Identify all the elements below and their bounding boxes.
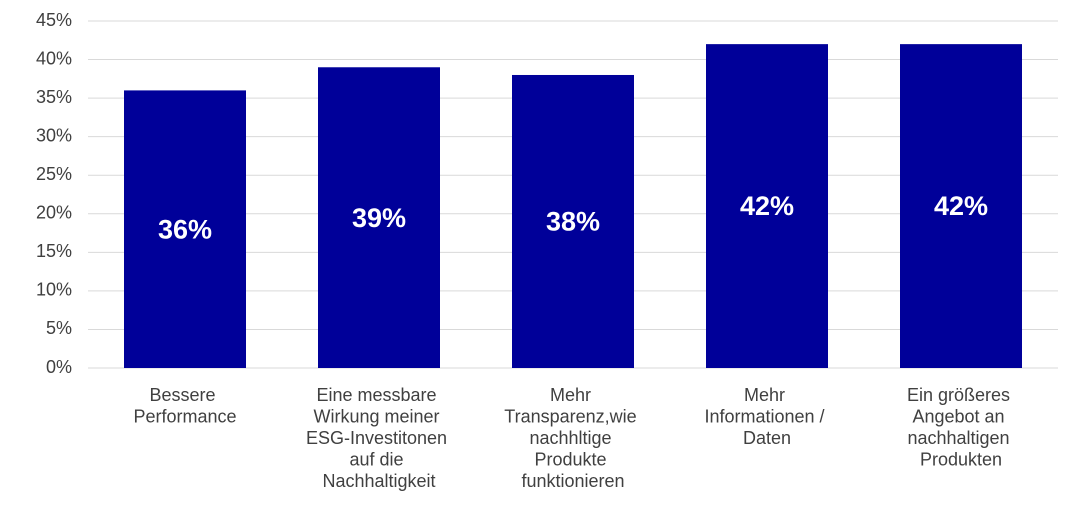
x-tick-label: Ein größeres Angebot an nachhaltigen Pro… xyxy=(907,385,1015,470)
value-label: 38% xyxy=(546,207,600,237)
bar xyxy=(706,44,828,369)
bar xyxy=(318,67,440,369)
y-tick-label: 5% xyxy=(46,318,72,338)
x-tick-label: Bessere Performance xyxy=(133,385,236,427)
x-tick-label: Eine messbare Wirkung meiner ESG-Investi… xyxy=(306,385,452,491)
y-tick-label: 25% xyxy=(36,164,72,184)
x-tick-label: Mehr Informationen / Daten xyxy=(704,385,829,448)
y-tick-label: 0% xyxy=(46,357,72,377)
y-tick-label: 10% xyxy=(36,280,72,300)
bar xyxy=(124,90,246,369)
y-tick-label: 15% xyxy=(36,241,72,261)
bar xyxy=(512,74,634,368)
value-label: 42% xyxy=(934,191,988,221)
y-tick-label: 45% xyxy=(36,10,72,30)
x-tick-label: Mehr Transparenz,wie nachhltige Produkte… xyxy=(504,385,641,491)
bar xyxy=(900,44,1022,369)
value-label: 39% xyxy=(352,203,406,233)
y-tick-label: 35% xyxy=(36,87,72,107)
value-label: 42% xyxy=(740,191,794,221)
y-tick-label: 30% xyxy=(36,125,72,145)
value-label: 36% xyxy=(158,214,212,244)
y-tick-label: 40% xyxy=(36,48,72,68)
y-tick-label: 20% xyxy=(36,203,72,223)
